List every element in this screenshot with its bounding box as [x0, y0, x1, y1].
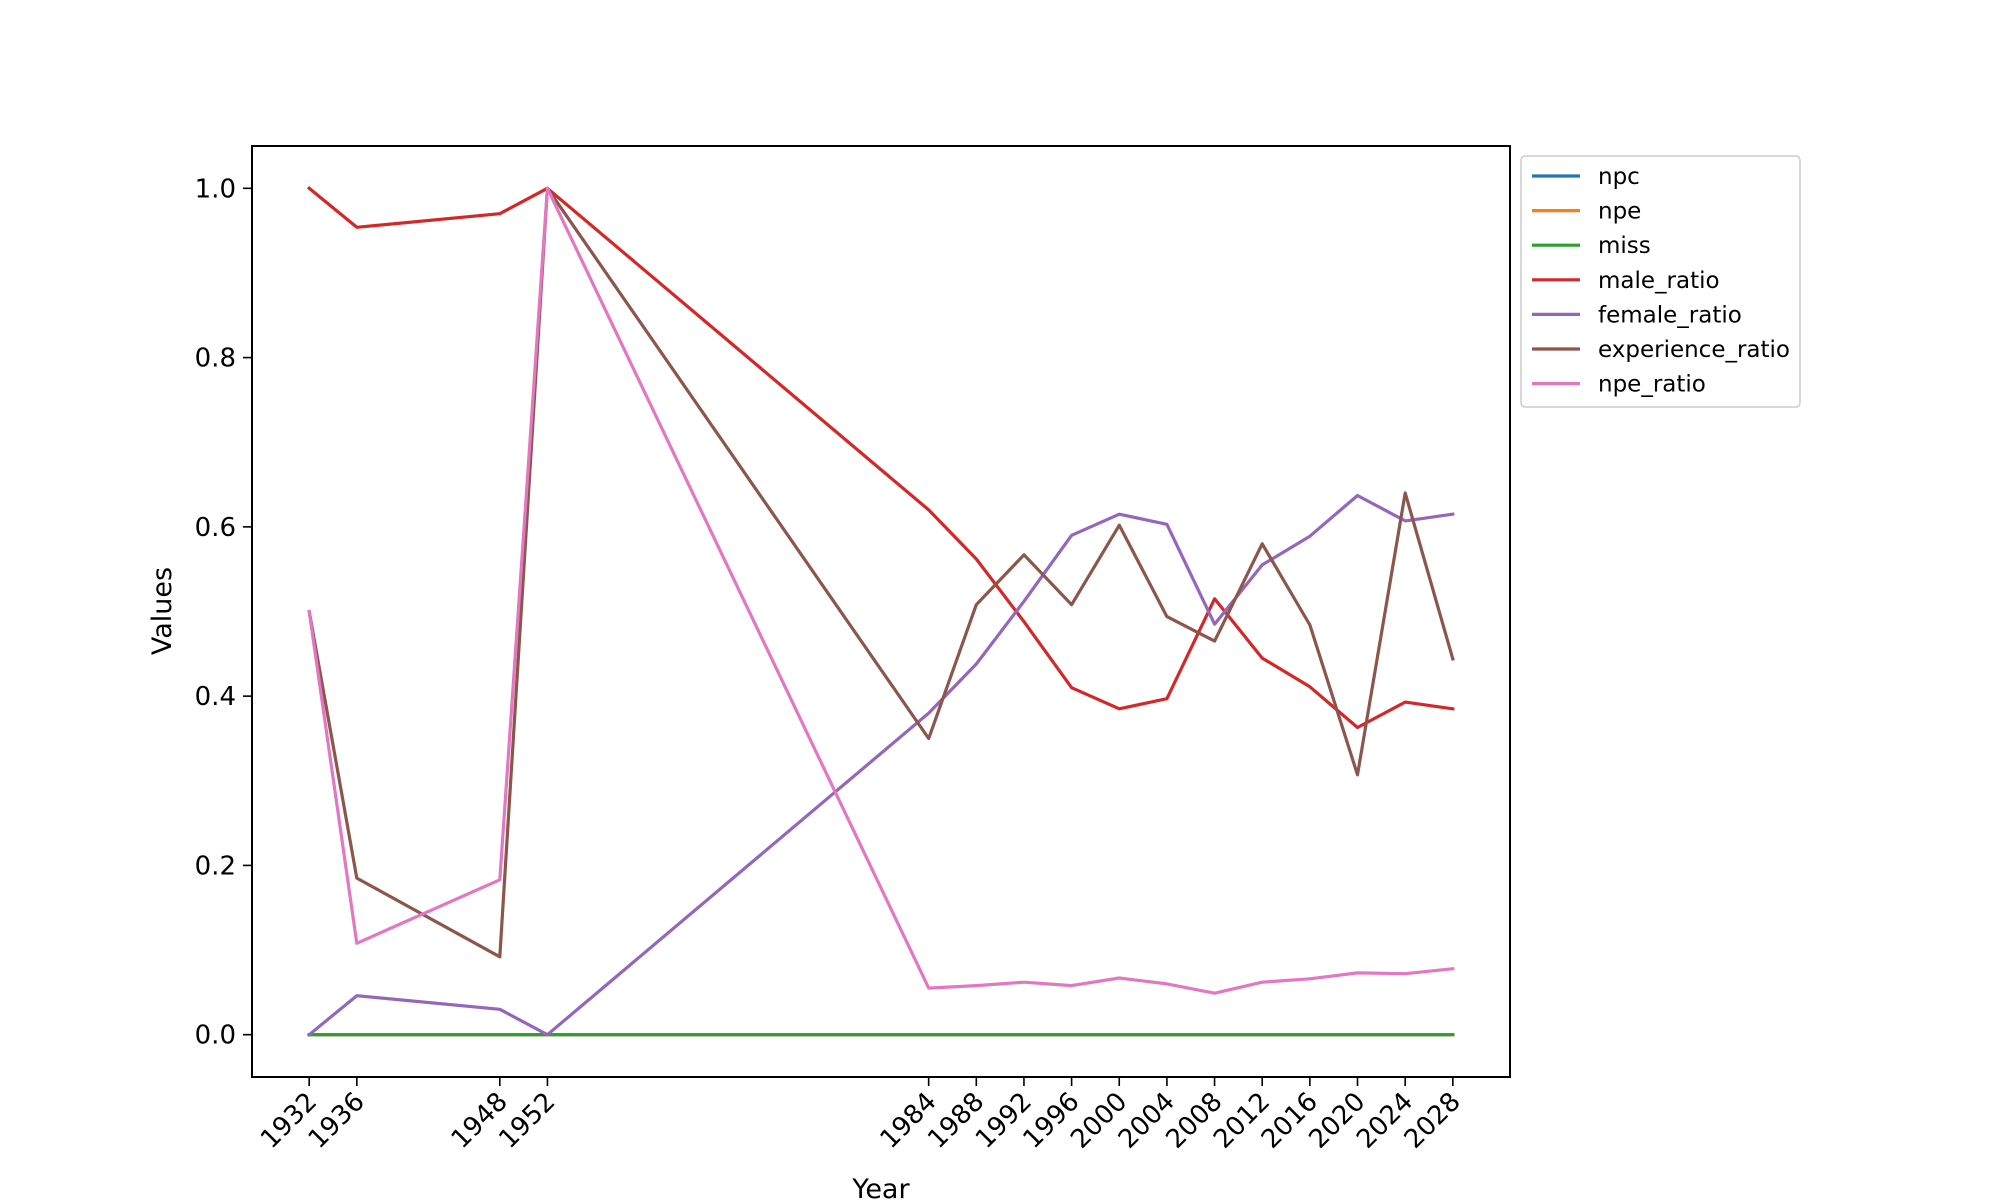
y-tick-label: 0.6: [195, 513, 236, 543]
legend-item: npe_ratio: [1532, 372, 1706, 398]
legend-frame: [1520, 155, 1801, 408]
y-axis: 0.0 0.2 0.4 0.6 0.8 1.0: [195, 174, 252, 1051]
y-axis-label: Values: [147, 567, 178, 655]
legend-item: female_ratio: [1532, 302, 1742, 328]
legend-label: npc: [1598, 164, 1640, 190]
plot-frame: [251, 145, 1511, 1078]
y-tick-label: 0.4: [195, 682, 236, 712]
legend-label: miss: [1598, 233, 1651, 259]
legend-item: male_ratio: [1532, 268, 1720, 294]
legend-label: npe_ratio: [1598, 372, 1706, 398]
legend: npc npe miss male_ratio female_ratio experien…: [1520, 155, 1801, 408]
legend-label: npe: [1598, 199, 1641, 225]
series-line-npe-ratio: [307, 186, 1455, 995]
legend-item: npe: [1532, 199, 1641, 225]
legend-label: male_ratio: [1598, 268, 1720, 294]
legend-item: miss: [1532, 233, 1651, 259]
series-line-male-ratio: [306, 186, 1455, 730]
y-tick-label: 0.2: [195, 851, 236, 881]
y-tick-label: 0.0: [195, 1021, 236, 1051]
x-axis-label: Year: [851, 1174, 910, 1200]
legend-label: experience_ratio: [1598, 337, 1790, 363]
legend-items: npc npe miss male_ratio female_ratio experien…: [1532, 164, 1790, 398]
legend-label: female_ratio: [1598, 302, 1742, 328]
y-tick-label: 0.8: [195, 344, 236, 374]
legend-item: experience_ratio: [1532, 337, 1790, 363]
y-tick-label: 1.0: [195, 174, 236, 204]
series-line-experience-ratio: [307, 186, 1455, 959]
legend-item: npc: [1532, 164, 1640, 190]
series-layer: [306, 186, 1455, 1037]
series-line-female-ratio: [306, 493, 1455, 1037]
